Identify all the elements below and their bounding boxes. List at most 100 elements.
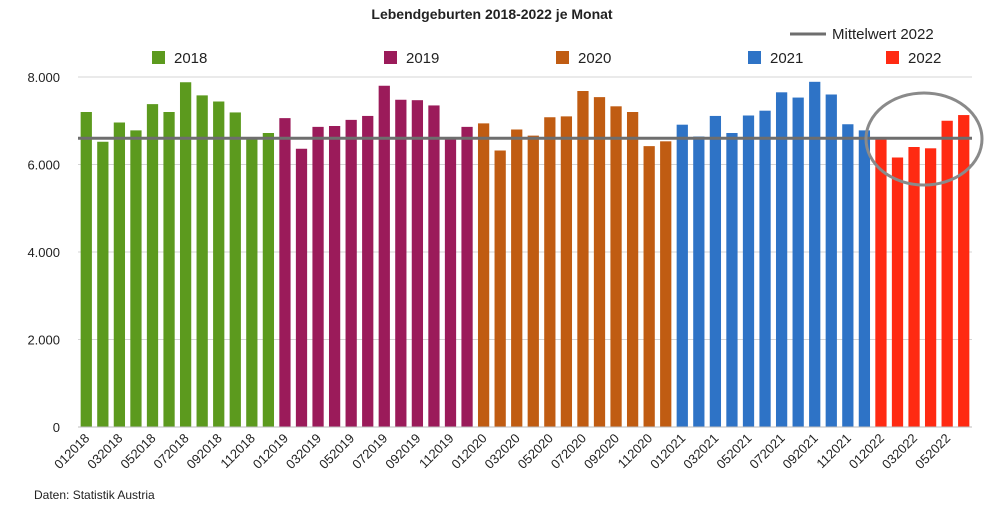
bar — [775, 92, 788, 427]
legend-label: 2020 — [578, 50, 611, 67]
bar — [494, 150, 506, 427]
bar — [742, 115, 755, 427]
x-tick-label: 032021 — [680, 431, 721, 472]
y-tick-label: 6.000 — [27, 158, 60, 173]
bar — [362, 115, 374, 427]
chart-title: Lebendgeburten 2018-2022 je Monat — [371, 6, 613, 22]
x-tick-label: 072020 — [548, 431, 589, 472]
bar — [958, 115, 970, 427]
x-tick-label: 092021 — [780, 431, 821, 472]
bar — [97, 141, 109, 427]
bar — [544, 117, 556, 427]
x-tick-label: 032018 — [84, 431, 125, 472]
legend-swatch — [152, 51, 165, 64]
bar — [246, 138, 258, 427]
x-tick-label: 112020 — [615, 431, 656, 472]
bar — [130, 130, 142, 427]
bar — [610, 106, 622, 427]
bar — [908, 147, 920, 427]
x-tick-label: 032022 — [879, 431, 920, 472]
bar — [626, 112, 639, 427]
x-tick-label: 012020 — [448, 431, 489, 472]
bar — [875, 138, 887, 427]
bar — [279, 118, 291, 427]
x-tick-label: 092019 — [382, 431, 423, 472]
bar — [461, 126, 473, 427]
bar — [660, 141, 672, 427]
legend-label: 2022 — [908, 50, 941, 67]
bar — [643, 146, 655, 427]
x-tick-label: 112019 — [416, 431, 457, 472]
x-tick-label: 112018 — [217, 431, 258, 472]
x-tick-label: 072018 — [150, 431, 191, 472]
bar — [693, 136, 705, 427]
source-note: Daten: Statistik Austria — [34, 488, 155, 502]
x-tick-label: 092020 — [581, 431, 622, 472]
x-tick-label: 012021 — [647, 431, 688, 472]
bar — [113, 122, 126, 427]
bar — [80, 112, 92, 427]
x-tick-label: 032019 — [283, 431, 324, 472]
bar — [163, 112, 175, 427]
bar — [295, 148, 308, 427]
x-tick-label: 092018 — [184, 431, 225, 472]
highlight-ellipse — [864, 91, 984, 187]
bar — [593, 97, 606, 427]
y-tick-label: 2.000 — [27, 333, 60, 348]
bar — [577, 91, 589, 427]
bar — [345, 119, 357, 427]
bar — [809, 81, 821, 427]
legend-swatch — [384, 51, 397, 64]
x-tick-label: 052021 — [713, 431, 754, 472]
bar — [842, 124, 854, 427]
y-tick-label: 8.000 — [27, 70, 60, 85]
x-tick-label: 052020 — [515, 431, 556, 472]
legend-label: 2019 — [406, 50, 439, 67]
bar — [378, 85, 390, 427]
bar — [726, 133, 738, 427]
x-tick-label: 112021 — [813, 431, 854, 472]
bar — [825, 94, 837, 427]
bar — [146, 104, 159, 427]
bar — [444, 139, 457, 427]
x-tick-label: 052022 — [912, 431, 953, 472]
bar — [511, 129, 523, 427]
bar — [792, 97, 804, 427]
bar — [941, 120, 953, 427]
x-tick-label: 072021 — [746, 431, 787, 472]
bar — [858, 130, 871, 427]
bar — [428, 105, 440, 427]
bar — [891, 157, 904, 427]
bar — [709, 115, 722, 427]
x-tick-label: 012019 — [250, 431, 291, 472]
legend-swatch — [556, 51, 569, 64]
legend-label: 2018 — [174, 50, 207, 67]
bar — [560, 116, 573, 427]
bar — [477, 123, 490, 427]
x-tick-label: 012022 — [846, 431, 887, 472]
bar — [527, 135, 539, 427]
legend-swatch — [886, 51, 899, 64]
bar — [924, 148, 937, 427]
bar — [229, 112, 241, 427]
bar — [411, 100, 424, 427]
x-tick-label: 072019 — [349, 431, 390, 472]
legend-swatch — [748, 51, 761, 64]
x-tick-label: 032020 — [482, 431, 523, 472]
x-tick-label: 052018 — [117, 431, 158, 472]
bar — [312, 126, 324, 427]
y-tick-label: 4.000 — [27, 245, 60, 260]
bar — [262, 133, 275, 427]
legend-mean-label: Mittelwert 2022 — [832, 26, 934, 43]
bar — [196, 95, 208, 427]
x-tick-label: 052019 — [316, 431, 357, 472]
bar — [328, 126, 341, 427]
bar — [759, 110, 771, 427]
bar — [395, 99, 407, 427]
bar — [179, 82, 192, 427]
x-tick-label: 012018 — [51, 431, 92, 472]
legend-label: 2021 — [770, 50, 803, 67]
bar — [676, 124, 688, 427]
y-tick-label: 0 — [53, 420, 60, 435]
